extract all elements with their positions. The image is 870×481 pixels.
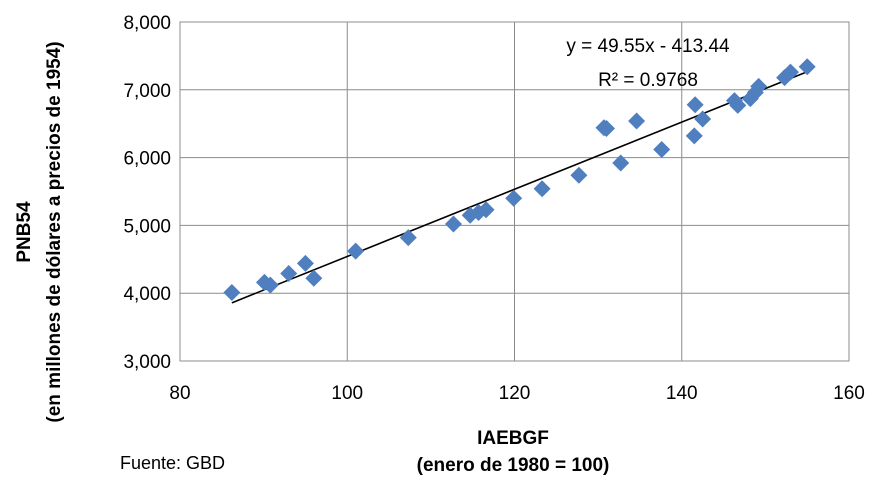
data-point (653, 140, 671, 158)
x-tick-label: 140 (666, 383, 698, 404)
data-point (694, 110, 712, 128)
data-point (280, 265, 298, 283)
x-tick-label: 160 (833, 383, 865, 404)
source-note: Fuente: GBD (120, 453, 225, 473)
data-point (798, 58, 816, 76)
data-point (533, 180, 551, 198)
data-point (781, 63, 799, 81)
y-tick-labels: 3,000 4,000 5,000 6,000 7,000 8,000 (123, 13, 171, 373)
y-axis-subtitle: (en millones de dólares a precios de 195… (44, 41, 65, 422)
data-points (223, 58, 816, 302)
y-tick-label: 6,000 (123, 149, 171, 170)
data-point (444, 215, 462, 233)
data-point (261, 276, 279, 294)
y-tick-label: 7,000 (123, 81, 171, 102)
data-point (612, 154, 630, 172)
x-tick-label: 100 (331, 383, 363, 404)
y-axis-title: PNB54 (14, 201, 35, 263)
y-tick-label: 5,000 (123, 216, 171, 237)
data-point (686, 96, 704, 114)
trendline (231, 70, 808, 304)
data-point (729, 96, 747, 114)
data-point (597, 119, 615, 137)
x-axis-title: IAEBGF (477, 428, 549, 449)
data-point (750, 77, 768, 95)
data-point (296, 254, 314, 272)
data-point (347, 242, 365, 260)
x-tick-label: 120 (499, 383, 531, 404)
plot-area-frame (179, 21, 850, 362)
data-point (628, 112, 646, 130)
data-point (505, 189, 523, 207)
r-squared-label: R² = 0.9768 (598, 70, 698, 91)
y-tick-label: 3,000 (123, 352, 171, 373)
data-point (685, 127, 703, 145)
data-point (223, 284, 241, 302)
data-point (570, 166, 588, 184)
y-tick-label: 8,000 (123, 13, 171, 34)
data-point (477, 201, 495, 219)
data-point (399, 229, 417, 247)
x-tick-labels: 80 100 120 140 160 (169, 383, 864, 404)
trendline-equation: y = 49.55x - 413.44 (566, 36, 730, 57)
data-point (305, 269, 323, 287)
x-axis-subtitle: (enero de 1980 = 100) (417, 455, 610, 476)
y-tick-label: 4,000 (123, 284, 171, 305)
x-tick-label: 80 (169, 383, 190, 404)
